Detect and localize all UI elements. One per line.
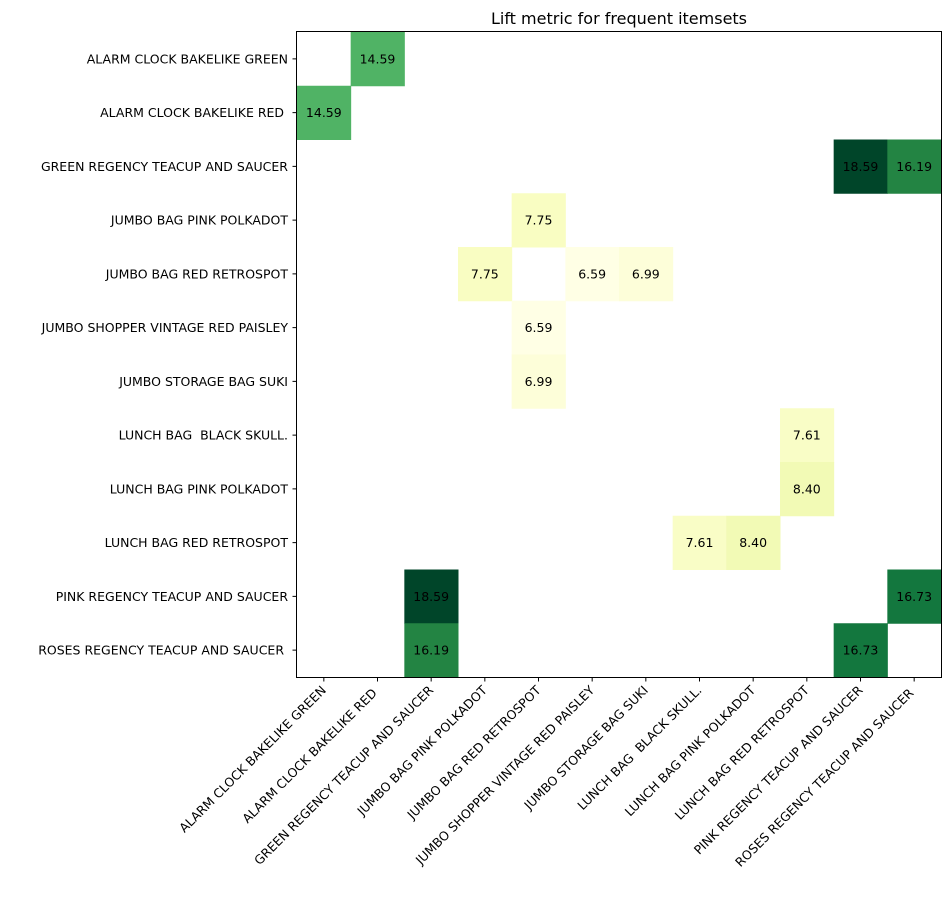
y-tick-labels: ALARM CLOCK BAKELIKE GREEN ALARM CLOCK BA… — [38, 51, 288, 657]
y-tick-label: PINK REGENCY TEACUP AND SAUCER — [56, 589, 289, 604]
cell-value-label: 8.40 — [739, 535, 767, 550]
cell-value-label: 16.73 — [896, 589, 932, 604]
cell-value-label: 7.75 — [525, 213, 553, 228]
heatmap-cell — [619, 247, 674, 302]
y-tick-label: JUMBO SHOPPER VINTAGE RED PAISLEY — [41, 320, 289, 335]
heatmap-cell — [780, 462, 835, 517]
plot-frame — [296, 31, 942, 678]
y-tick-label: LUNCH BAG PINK POLKADOT — [110, 481, 289, 496]
cell-value-label: 14.59 — [360, 51, 396, 66]
cell-value-label: 6.59 — [525, 320, 553, 335]
cell-value-label: 8.40 — [793, 481, 821, 496]
heatmap-cell — [511, 300, 566, 355]
heatmap-cell — [833, 139, 888, 194]
heatmap-cell — [404, 623, 459, 678]
heatmap-cell — [404, 569, 459, 624]
heatmap-cell — [511, 193, 566, 248]
cell-value-label: 7.61 — [686, 535, 714, 550]
y-tick-label: ALARM CLOCK BAKELIKE GREEN — [87, 51, 288, 66]
cell-value-label: 16.73 — [843, 643, 879, 658]
cell-value-label: 7.75 — [471, 266, 499, 281]
heatmap-cell — [833, 623, 888, 678]
cell-value-label: 16.19 — [896, 159, 932, 174]
heatmap-cells: 14.59 14.59 18.59 16.19 7.75 7.75 6.59 6.99 6.59… — [297, 32, 942, 678]
cell-value-label: 14.59 — [306, 105, 342, 120]
heatmap-cell — [458, 247, 513, 302]
heatmap-cell — [887, 569, 942, 624]
tick-marks — [292, 58, 915, 682]
cell-value-label: 6.59 — [578, 266, 606, 281]
heatmap-cell — [565, 247, 620, 302]
heatmap-cell — [726, 515, 781, 570]
y-tick-label: JUMBO BAG PINK POLKADOT — [110, 213, 288, 228]
cell-value-label: 6.99 — [525, 374, 553, 389]
heatmap-cell — [511, 354, 566, 409]
cell-value-label: 18.59 — [843, 159, 879, 174]
cell-value-label: 7.61 — [793, 428, 821, 443]
y-tick-label: ALARM CLOCK BAKELIKE RED — [100, 105, 288, 120]
heatmap-cell — [887, 139, 942, 194]
cell-value-label: 6.99 — [632, 266, 660, 281]
heatmap-cell — [297, 85, 352, 140]
heatmap-cell — [350, 32, 405, 87]
y-tick-label: JUMBO BAG RED RETROSPOT — [105, 266, 289, 281]
y-tick-label: GREEN REGENCY TEACUP AND SAUCER — [41, 159, 288, 174]
heatmap-cell — [672, 515, 727, 570]
y-tick-label: ROSES REGENCY TEACUP AND SAUCER — [38, 643, 288, 658]
cell-value-label: 16.19 — [413, 643, 449, 658]
y-tick-label: LUNCH BAG BLACK SKULL. — [119, 428, 288, 443]
cell-value-label: 18.59 — [413, 589, 449, 604]
y-tick-label: JUMBO STORAGE BAG SUKI — [118, 374, 288, 389]
y-tick-label: LUNCH BAG RED RETROSPOT — [105, 535, 289, 550]
heatmap-cell — [780, 408, 835, 463]
chart-title: Lift metric for frequent itemsets — [491, 9, 747, 28]
